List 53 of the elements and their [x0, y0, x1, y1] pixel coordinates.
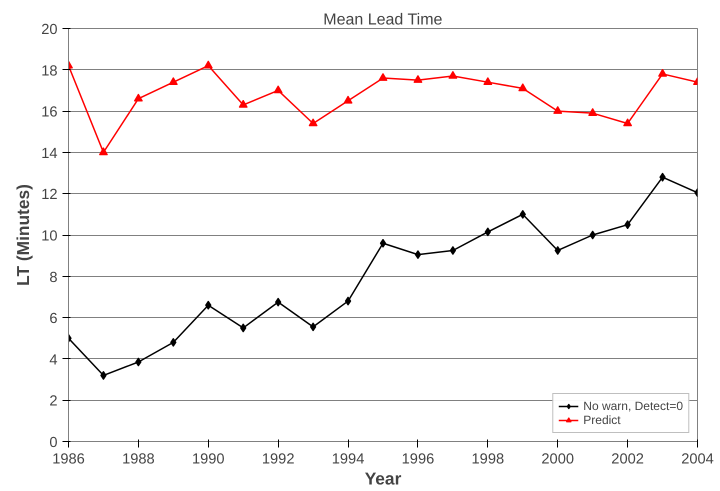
point	[588, 108, 598, 116]
x-tick-label: 2004	[681, 452, 714, 468]
point	[98, 147, 108, 156]
x-tick-label: 1986	[52, 452, 85, 468]
point	[658, 68, 668, 77]
point	[380, 238, 386, 248]
point	[204, 60, 213, 68]
y-tick-label: 4	[49, 352, 58, 368]
x-tick-label: 2000	[541, 452, 574, 468]
point	[274, 85, 283, 94]
y-tick-label: 20	[41, 22, 58, 38]
point	[623, 118, 632, 126]
point	[238, 100, 248, 108]
point	[378, 72, 388, 81]
x-tick-label: 1994	[332, 452, 364, 468]
point	[413, 75, 422, 83]
point	[310, 322, 316, 332]
x-tick-label: 1992	[262, 452, 294, 468]
x-tick-label: 1988	[122, 452, 155, 468]
x-tick-label: 1990	[192, 452, 225, 468]
point	[553, 106, 562, 114]
x-tick-label: 1996	[402, 452, 434, 468]
point	[590, 230, 596, 240]
y-tick-label: 10	[41, 228, 58, 244]
y-tick-label: 18	[41, 63, 58, 80]
y-tick-label: 16	[41, 104, 58, 121]
x-axis-title: Year	[364, 468, 402, 488]
y-tick-label: 6	[49, 311, 58, 328]
y-tick-label: 14	[41, 146, 58, 162]
chart-title: Mean Lead Time	[323, 12, 443, 28]
point	[518, 83, 528, 92]
point	[624, 220, 631, 230]
y-axis-title: LT (Minutes)	[13, 184, 34, 286]
x-tick-label: 2002	[611, 452, 644, 468]
point	[483, 77, 492, 85]
point	[168, 77, 178, 85]
point	[414, 250, 422, 260]
y-tick-label: 0	[49, 435, 58, 451]
point	[344, 96, 353, 104]
point	[450, 246, 456, 255]
point	[344, 296, 352, 306]
legend-label: No warn, Detect=0	[583, 399, 683, 413]
y-tick-label: 8	[49, 270, 58, 286]
point	[134, 94, 143, 102]
y-tick-label: 2	[49, 394, 58, 410]
y-tick-label: 12	[41, 187, 58, 204]
point	[135, 357, 142, 366]
x-tick-label: 1998	[472, 452, 504, 468]
point	[100, 370, 107, 380]
legend-label: Predict	[583, 413, 621, 427]
point	[308, 118, 318, 126]
point	[659, 172, 666, 182]
point	[448, 70, 458, 79]
